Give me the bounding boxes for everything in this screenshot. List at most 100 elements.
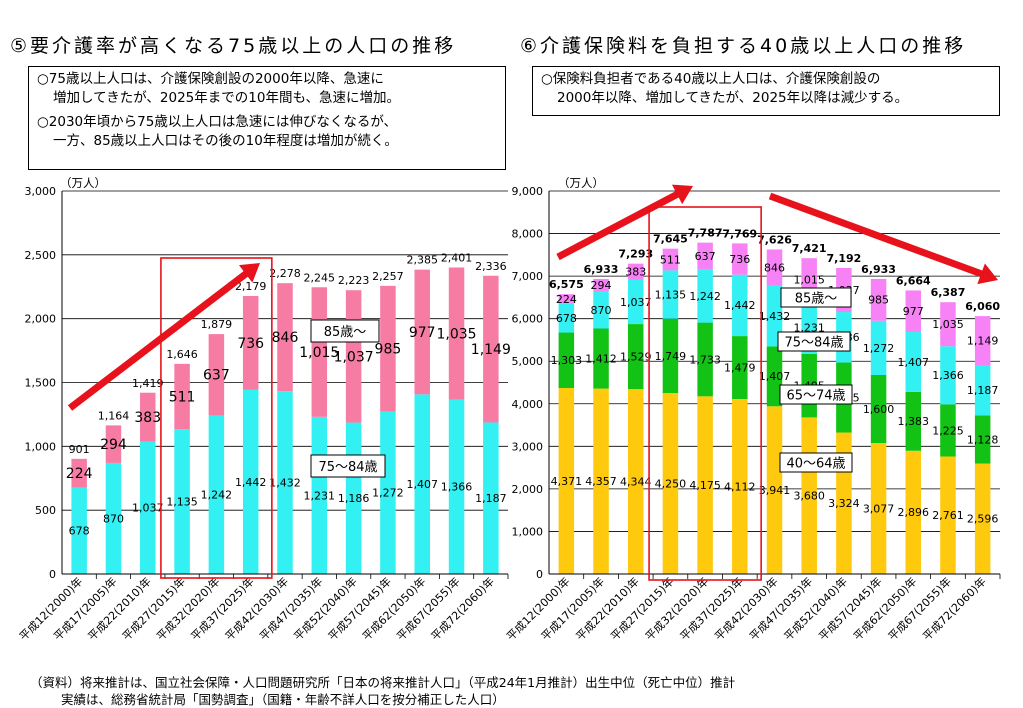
right-total-label: 6,933 xyxy=(584,263,619,276)
right-category-label: 平成37(2025)年 xyxy=(677,574,746,643)
right-bar-4 xyxy=(662,248,679,271)
left-bar-2 xyxy=(277,283,293,392)
left-bar-1 xyxy=(380,411,396,574)
right-ytick-label: 2,000 xyxy=(512,483,544,496)
right-data-label: 1,479 xyxy=(724,361,756,374)
left-data-label: 637 xyxy=(203,368,230,384)
left-total-label: 2,223 xyxy=(338,274,370,287)
left-category-label: 平成67(2055)年 xyxy=(394,574,463,643)
right-bar-2 xyxy=(905,391,922,451)
right-series-name: 85歳～ xyxy=(795,292,838,307)
left-data-label: 1,149 xyxy=(471,342,511,358)
right-bar-1 xyxy=(766,406,783,574)
left-bar-2 xyxy=(208,334,225,416)
right-data-label: 1,749 xyxy=(655,350,687,363)
right-data-label: 224 xyxy=(556,293,577,306)
right-data-label: 1,135 xyxy=(655,288,687,301)
left-total-label: 1,879 xyxy=(201,318,233,331)
left-data-label: 678 xyxy=(69,525,90,538)
right-bar-1 xyxy=(870,443,887,574)
left-data-label: 1,272 xyxy=(372,487,404,500)
right-ytick-label: 7,000 xyxy=(512,270,544,283)
right-bar-4 xyxy=(766,249,783,286)
right-total-label: 6,933 xyxy=(861,263,896,276)
left-data-label: 1,366 xyxy=(441,481,473,494)
left-bar-2 xyxy=(414,269,430,395)
right-bar-3 xyxy=(940,346,956,405)
right-unit-label: （万人） xyxy=(558,176,604,190)
right-ytick-label: 1,000 xyxy=(512,525,544,538)
right-data-label: 870 xyxy=(591,304,612,317)
right-chart-title: ⑥介護保険料を負担する40歳以上人口の推移 xyxy=(520,35,967,57)
left-data-label: 1,186 xyxy=(338,492,370,505)
left-total-label: 2,278 xyxy=(269,267,301,280)
left-category-label: 平成17(2005)年 xyxy=(51,574,120,643)
left-bar-2 xyxy=(448,267,465,400)
footnote-actual: 実績は、総務省統計局「国勢調査」（国籍・年齢不詳人口を按分補正した人口） xyxy=(61,692,505,707)
right-data-label: 1,442 xyxy=(724,299,756,312)
right-bar-2 xyxy=(766,346,783,407)
right-data-label: 736 xyxy=(729,253,750,266)
right-bar-4 xyxy=(732,243,748,275)
right-bar-1 xyxy=(940,456,956,574)
right-series-name: 75～84歳 xyxy=(784,336,843,351)
right-total-label: 7,626 xyxy=(757,233,792,246)
left-category-label: 平成42(2030)年 xyxy=(222,574,291,643)
left-bar-2 xyxy=(242,295,259,390)
left-data-label: 1,242 xyxy=(201,489,233,502)
left-total-label: 2,179 xyxy=(235,280,267,293)
left-trend-arrow-icon xyxy=(67,263,260,411)
right-total-label: 6,060 xyxy=(965,300,1000,313)
right-data-label: 1,432 xyxy=(759,310,791,323)
left-category-label: 平成57(2045)年 xyxy=(325,574,394,643)
left-total-label: 1,419 xyxy=(132,377,164,390)
left-bar-1 xyxy=(448,399,465,574)
left-data-label: 977 xyxy=(409,325,436,341)
right-chart: （万人） 0 1,000 2,000 3,000 4,000 5,000 6,000 7,000… xyxy=(503,176,1001,643)
right-data-label: 1,015 xyxy=(793,274,825,287)
right-data-label: 977 xyxy=(903,305,924,318)
right-data-label: 1,529 xyxy=(620,350,652,363)
right-category-label: 平成57(2045)年 xyxy=(816,574,885,643)
right-data-label: 1,231 xyxy=(793,321,825,334)
left-data-label: 511 xyxy=(169,389,196,405)
right-data-label: 1,037 xyxy=(620,296,652,309)
right-data-label: 3,680 xyxy=(793,490,825,503)
right-data-label: 1,035 xyxy=(932,318,964,331)
right-ytick-label: 5,000 xyxy=(512,355,544,368)
left-total-label: 2,336 xyxy=(475,260,507,273)
right-bar-1 xyxy=(697,396,713,574)
right-bar-3 xyxy=(558,303,575,333)
right-highlight-box xyxy=(648,206,762,581)
left-ytick-label: 0 xyxy=(49,568,56,581)
right-ytick-label: 4,000 xyxy=(512,398,544,411)
right-bar-1 xyxy=(662,393,679,574)
right-category-label: 平成47(2035)年 xyxy=(746,574,815,643)
right-category-label: 平成42(2030)年 xyxy=(712,574,781,643)
left-bar-1 xyxy=(105,462,122,574)
left-data-label: 294 xyxy=(100,437,127,453)
left-data-label: 1,037 xyxy=(334,349,374,365)
right-data-label: 637 xyxy=(695,250,716,263)
right-data-label: 678 xyxy=(556,312,577,325)
left-bar-1 xyxy=(71,487,87,574)
left-bar-1 xyxy=(414,394,430,574)
right-data-label: 1,272 xyxy=(863,342,895,355)
right-note-box: ○保険料負担者である40歳以上人口は、介護保険創設の 2000年以降、増加してき… xyxy=(532,66,1000,116)
left-series-name: 85歳～ xyxy=(324,325,367,340)
right-data-label: 3,324 xyxy=(828,497,860,510)
left-category-label: 平成22(2010)年 xyxy=(85,574,154,643)
right-bar-4 xyxy=(940,302,956,347)
right-bar-3 xyxy=(662,270,679,319)
left-note-2-line-b: 一方、85歳以上人口はその後の10年程度は増加が続く。 xyxy=(53,133,398,149)
left-total-label: 901 xyxy=(69,443,90,456)
right-data-label: 2,761 xyxy=(932,509,964,522)
left-data-label: 1,407 xyxy=(406,478,438,491)
left-chart: （万人） 0 500 1,000 1,500 2,000 2,500 3,000 678 224 9… xyxy=(16,176,511,643)
left-highlight-box xyxy=(160,257,273,579)
right-total-label: 6,664 xyxy=(896,274,931,287)
right-series-name: 65～74歳 xyxy=(786,389,845,404)
left-note-box: ○75歳以上人口は、介護保険創設の2000年以降、急速に 増加してきたが、202… xyxy=(28,66,506,170)
right-category-label: 平成52(2040)年 xyxy=(781,574,850,643)
